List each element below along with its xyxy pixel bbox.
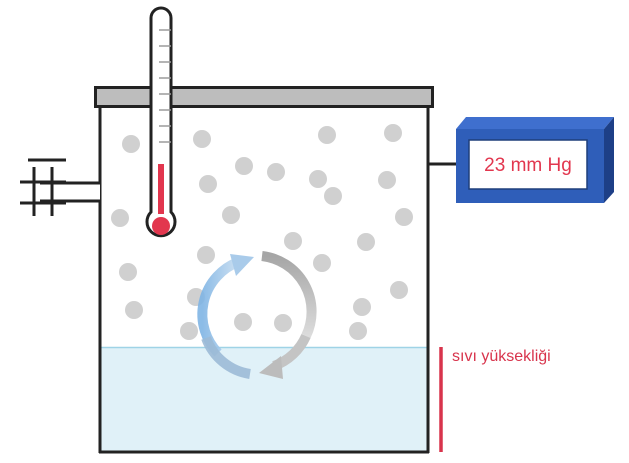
- vapor-particle: [318, 126, 336, 144]
- container-lid: [94, 86, 434, 108]
- thermometer-icon: [145, 6, 177, 238]
- vapor-particle: [199, 175, 217, 193]
- vapor-particle: [313, 254, 331, 272]
- vapor-particle: [193, 130, 211, 148]
- vapor-particle: [284, 232, 302, 250]
- vapor-particle: [349, 322, 367, 340]
- vapor-particle: [111, 209, 129, 227]
- pressure-reading: 23 mm Hg: [484, 155, 572, 176]
- cycle-arrows-icon: [197, 251, 317, 379]
- vapor-particle: [274, 314, 292, 332]
- vapor-particle: [122, 135, 140, 153]
- liquid: [100, 347, 428, 451]
- vapor-particle: [267, 163, 285, 181]
- vapor-particle: [234, 313, 252, 331]
- liquid-height-label: sıvı yüksekliği: [452, 348, 551, 365]
- vapor-particle: [180, 322, 198, 340]
- vapor-particle: [119, 263, 137, 281]
- vapor-particle: [197, 246, 215, 264]
- vapor-particles: [111, 124, 413, 340]
- vapor-particle: [125, 301, 143, 319]
- vapor-particle: [222, 206, 240, 224]
- vapor-particle: [324, 187, 342, 205]
- gauge-display: [468, 139, 588, 190]
- vapor-particle: [378, 171, 396, 189]
- vapor-particle: [395, 208, 413, 226]
- vapor-particle: [384, 124, 402, 142]
- valve-icon[interactable]: [20, 158, 100, 216]
- vapor-particle: [309, 170, 327, 188]
- vapor-particle: [353, 298, 371, 316]
- vapor-particle: [390, 281, 408, 299]
- vapor-particle: [235, 157, 253, 175]
- pressure-gauge-icon: 23 mm Hg: [456, 117, 614, 203]
- vapor-particle: [357, 233, 375, 251]
